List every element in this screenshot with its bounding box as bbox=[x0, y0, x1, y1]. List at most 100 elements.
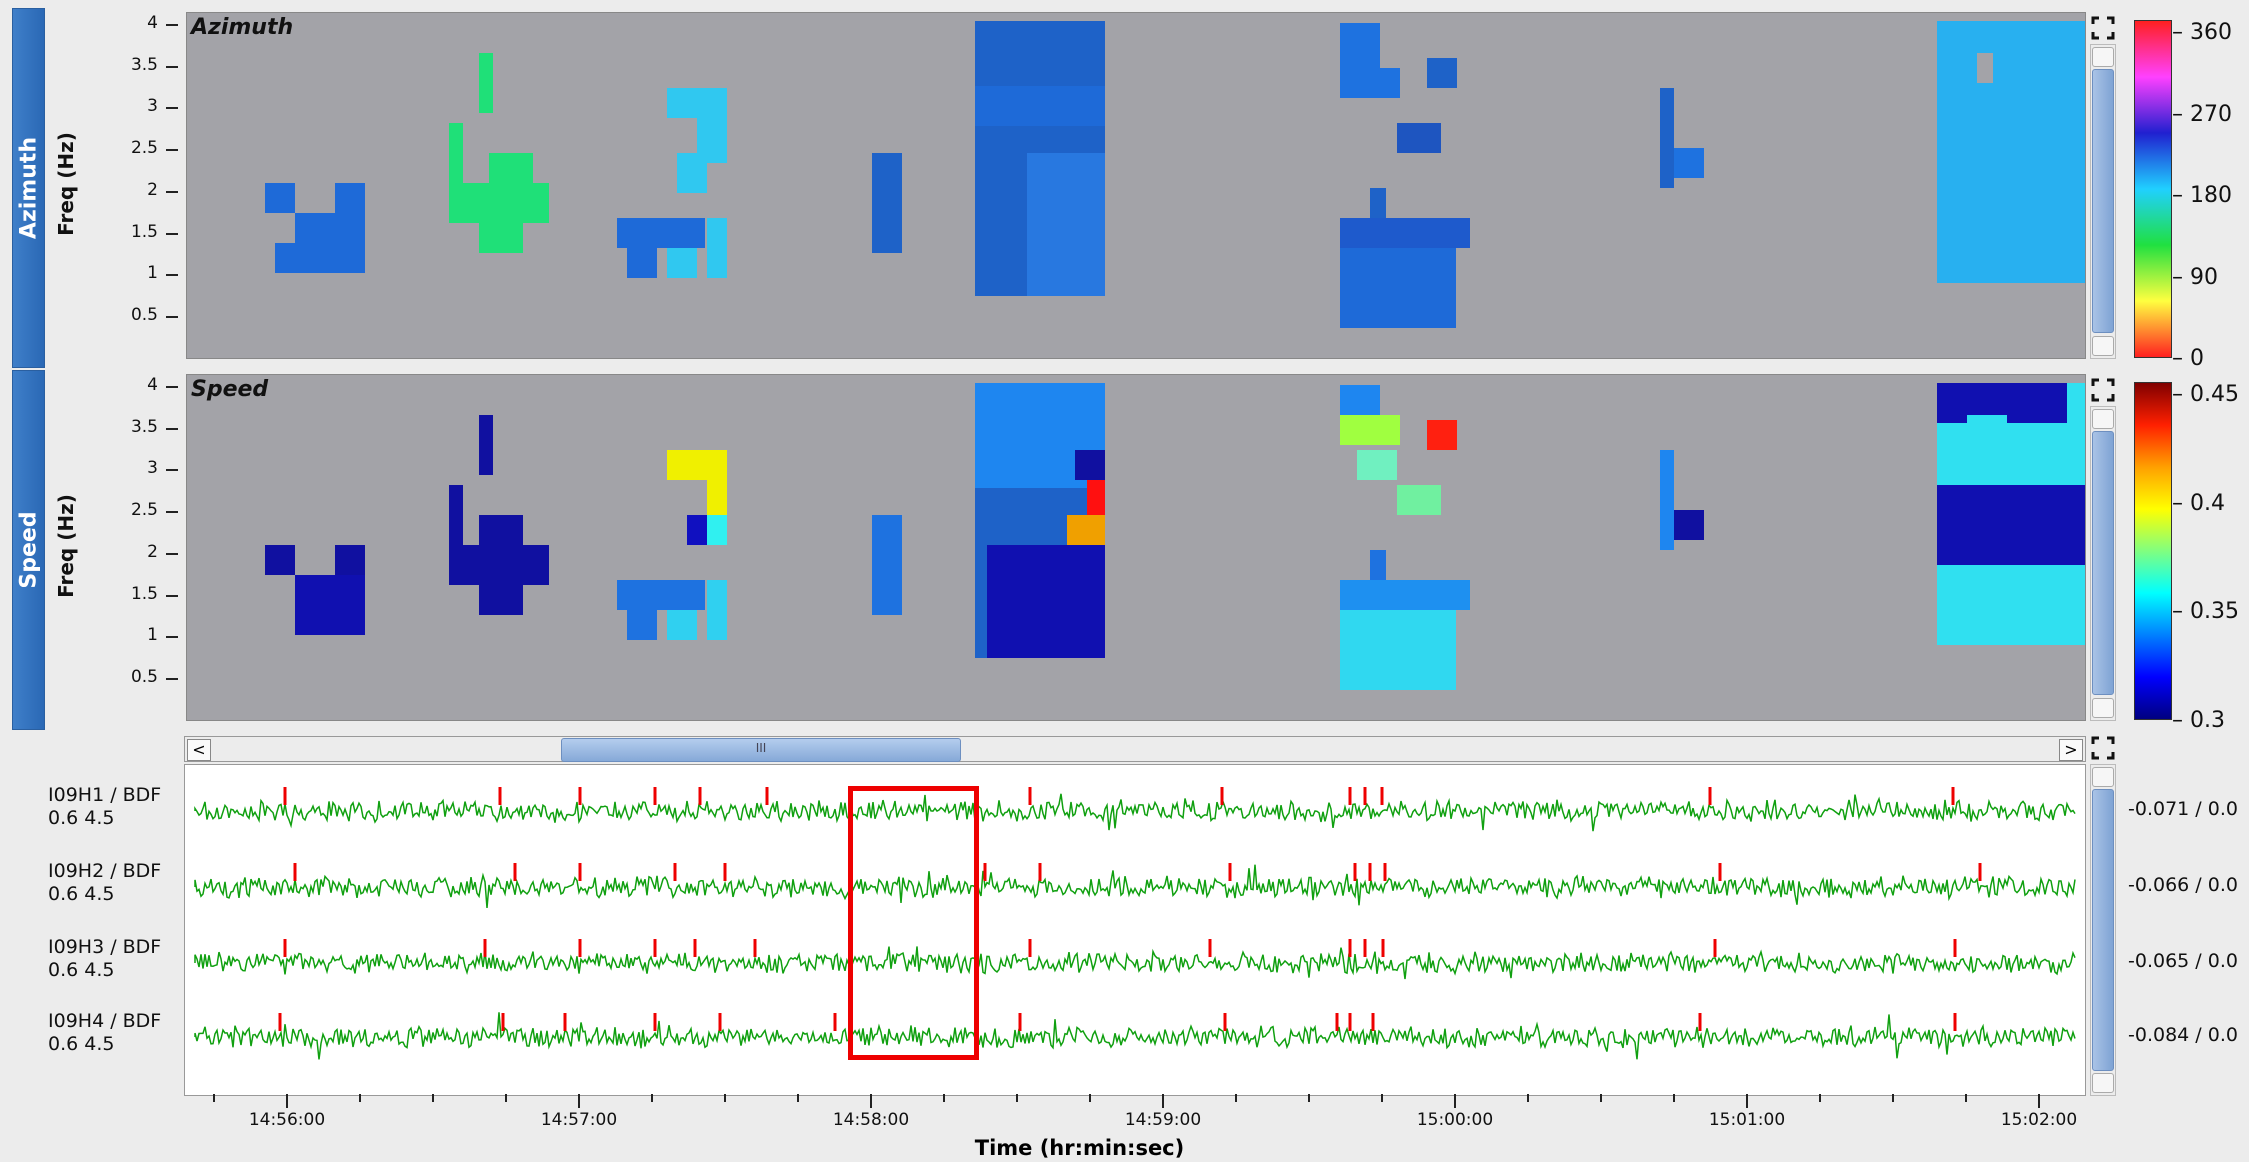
colorbar-label: – 0.3 bbox=[2172, 708, 2225, 733]
heatmap-cell bbox=[1340, 248, 1456, 328]
channel-label: I09H2 / BDF 0.6 4.5 bbox=[48, 860, 161, 906]
heatmap-cell bbox=[295, 575, 365, 635]
heatmap-cell bbox=[627, 610, 657, 640]
colorbar-label: – 90 bbox=[2172, 264, 2218, 290]
heatmap-cell bbox=[1427, 58, 1457, 88]
heatmap-cell bbox=[707, 480, 727, 520]
heatmap-cell bbox=[667, 450, 727, 480]
heatmap-cell bbox=[617, 580, 705, 610]
waveform-scroll-thumb[interactable] bbox=[2092, 789, 2114, 1071]
heatmap-cell bbox=[1340, 385, 1380, 415]
waveform-trace bbox=[194, 946, 2076, 980]
waveform-scroll-up[interactable] bbox=[2092, 767, 2114, 787]
heatmap-cell bbox=[265, 183, 295, 213]
selection-box[interactable] bbox=[848, 786, 979, 1060]
colorbar-label: – 0.35 bbox=[2172, 599, 2239, 625]
hscroll-left-arrow[interactable]: < bbox=[187, 739, 211, 761]
heatmap-cell bbox=[667, 610, 697, 640]
ytick-label: 3 bbox=[147, 96, 158, 117]
ytick-mark bbox=[166, 315, 178, 318]
ytick-mark bbox=[166, 149, 178, 152]
channel-name: I09H2 / BDF bbox=[48, 860, 162, 882]
time-hscroll[interactable]: < III > bbox=[184, 736, 2086, 762]
expand-icon[interactable] bbox=[2091, 378, 2115, 402]
channel-name: I09H1 / BDF bbox=[48, 784, 162, 806]
ytick-mark bbox=[166, 469, 178, 472]
channel-amplitude: -0.071 / 0.0 bbox=[2128, 798, 2238, 820]
colorbar-label: – 180 bbox=[2172, 183, 2232, 208]
ytick-label: 3.5 bbox=[130, 416, 158, 437]
heatmap-cell bbox=[707, 515, 727, 545]
azimuth-plot[interactable]: Azimuth bbox=[186, 12, 2086, 359]
ytick-label: 2.5 bbox=[130, 138, 158, 159]
waveform-trace bbox=[194, 1012, 2076, 1060]
ytick-label: 1 bbox=[147, 263, 158, 284]
ytick-mark bbox=[166, 107, 178, 110]
tab-speed[interactable]: Speed bbox=[12, 370, 45, 730]
ytick-mark bbox=[166, 552, 178, 555]
ytick-mark bbox=[166, 386, 178, 388]
speed-scroll-up[interactable] bbox=[2092, 409, 2114, 429]
colorbar-label: – 270 bbox=[2172, 101, 2232, 127]
azimuth-vscroll[interactable] bbox=[2090, 44, 2116, 359]
colorbar-label: – 0.45 bbox=[2172, 382, 2239, 407]
heatmap-cell bbox=[687, 515, 707, 545]
azimuth-scroll-down[interactable] bbox=[2092, 336, 2114, 356]
speed-vscroll[interactable] bbox=[2090, 406, 2116, 721]
heatmap-cell bbox=[1075, 450, 1105, 480]
speed-scroll-thumb[interactable] bbox=[2092, 431, 2114, 695]
heatmap-cell bbox=[872, 515, 902, 615]
ytick-label: 2 bbox=[147, 541, 158, 562]
heatmap-cell bbox=[707, 580, 727, 640]
time-tick-label: 14:57:00 bbox=[540, 1110, 618, 1130]
ytick-mark bbox=[166, 427, 178, 430]
speed-scroll-down[interactable] bbox=[2092, 698, 2114, 718]
hscroll-thumb[interactable]: III bbox=[561, 738, 961, 762]
channel-amplitude: -0.084 / 0.0 bbox=[2128, 1024, 2238, 1046]
ytick-mark bbox=[166, 636, 178, 639]
ytick-mark bbox=[166, 594, 178, 597]
heatmap-cell bbox=[295, 213, 365, 243]
ytick-label: 2 bbox=[147, 179, 158, 200]
ytick-label: 1.5 bbox=[130, 221, 158, 242]
expand-icon[interactable] bbox=[2091, 16, 2115, 40]
azimuth-scroll-up[interactable] bbox=[2092, 47, 2114, 67]
time-tick-label: 14:58:00 bbox=[832, 1110, 910, 1130]
channel-band: 0.6 4.5 bbox=[48, 1033, 115, 1055]
tab-azimuth[interactable]: Azimuth bbox=[12, 8, 45, 368]
channel-amplitude: -0.066 / 0.0 bbox=[2128, 874, 2238, 896]
heatmap-cell bbox=[1340, 415, 1400, 445]
waveform-scroll-down[interactable] bbox=[2092, 1073, 2114, 1093]
heatmap-cell bbox=[1027, 153, 1105, 296]
speed-colorbar bbox=[2134, 382, 2172, 720]
heatmap-cell bbox=[627, 248, 657, 278]
colorbar-label: – 0.4 bbox=[2172, 490, 2225, 516]
heatmap-cell bbox=[449, 485, 463, 545]
tab-speed-label: Speed bbox=[16, 511, 41, 589]
channel-band: 0.6 4.5 bbox=[48, 883, 115, 905]
expand-icon[interactable] bbox=[2091, 736, 2115, 760]
azimuth-scroll-thumb[interactable] bbox=[2092, 69, 2114, 333]
heatmap-cell bbox=[1357, 450, 1397, 480]
heatmap-cell bbox=[987, 545, 1105, 658]
ytick-label: 0.5 bbox=[130, 304, 158, 325]
channel-name: I09H4 / BDF bbox=[48, 1010, 162, 1032]
heatmap-cell bbox=[1427, 420, 1457, 450]
ytick-mark bbox=[166, 232, 178, 235]
heatmap-cell bbox=[1660, 88, 1674, 188]
ytick-label: 2.5 bbox=[130, 500, 158, 521]
waveform-area[interactable] bbox=[184, 764, 2086, 1096]
channel-label: I09H4 / BDF 0.6 4.5 bbox=[48, 1010, 161, 1056]
time-axis bbox=[213, 1094, 2040, 1108]
heatmap-cell bbox=[479, 53, 493, 113]
waveform-vscroll[interactable] bbox=[2090, 764, 2116, 1096]
heatmap-cell bbox=[1340, 23, 1380, 68]
heatmap-cell bbox=[975, 21, 1105, 86]
hscroll-right-arrow[interactable]: > bbox=[2059, 739, 2083, 761]
ytick-label: 4 bbox=[147, 13, 158, 33]
heatmap-cell bbox=[1397, 485, 1441, 515]
heatmap-cell bbox=[1937, 485, 2085, 565]
speed-plot[interactable]: Speed bbox=[186, 374, 2086, 721]
heatmap-cell bbox=[617, 218, 705, 248]
heatmap-cell bbox=[489, 153, 533, 183]
